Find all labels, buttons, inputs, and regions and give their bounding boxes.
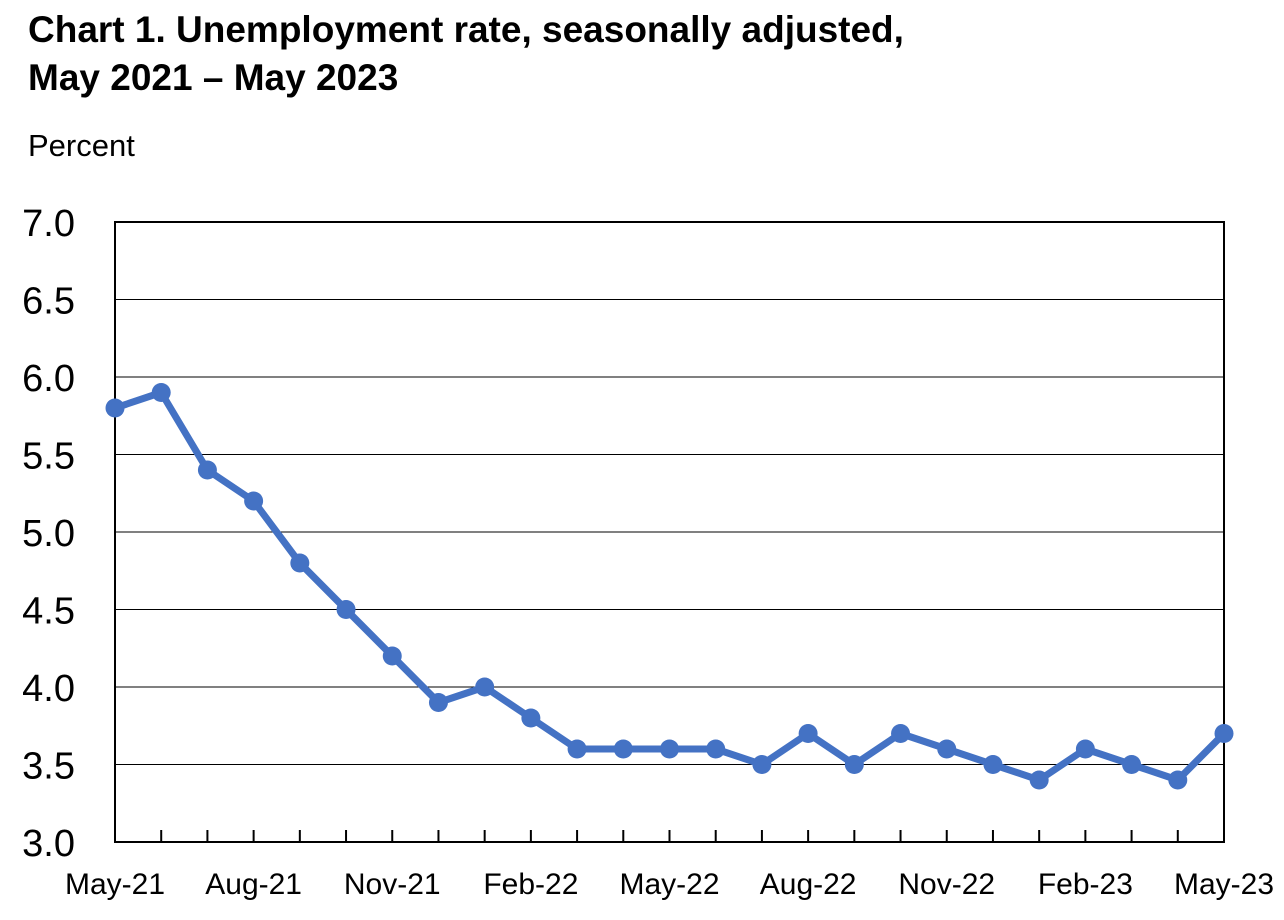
data-point	[336, 600, 356, 619]
data-point	[844, 755, 864, 774]
y-tick-label: 5.0	[22, 513, 75, 555]
data-point	[891, 724, 911, 743]
data-point	[983, 755, 1003, 774]
x-tick-label: May-23	[1174, 868, 1274, 901]
y-axis-ticks: 3.0 3.5 4.0 4.5 5.0 5.5 6.0 6.5 7.0	[22, 203, 75, 865]
x-tick-label: Nov-21	[344, 868, 441, 901]
data-point	[290, 553, 310, 573]
data-point	[613, 739, 633, 759]
data-point	[151, 383, 171, 402]
data-point	[197, 460, 217, 480]
data-point	[567, 739, 587, 759]
data-point	[752, 755, 772, 774]
data-point	[382, 646, 402, 666]
y-tick-label: 3.5	[22, 746, 75, 788]
y-tick-label: 7.0	[22, 203, 75, 245]
data-point	[105, 398, 125, 418]
y-tick-label: 3.0	[22, 823, 75, 865]
x-tick-label: Nov-22	[898, 868, 995, 901]
data-point	[660, 739, 679, 759]
data-point	[706, 739, 726, 759]
data-point	[1168, 770, 1188, 790]
series-line	[111, 389, 1228, 784]
data-point	[244, 491, 264, 511]
y-axis-label: Percent	[28, 128, 135, 163]
data-point	[937, 739, 957, 759]
series-unemployment-rate	[105, 383, 1234, 790]
x-axis-ticks: May-21 Aug-21 Nov-21 Feb-22 May-22 Aug-22 Nov-…	[65, 830, 1274, 901]
gridlines	[115, 299, 1224, 765]
y-tick-label: 6.0	[22, 358, 75, 400]
data-point	[1029, 770, 1049, 790]
x-tick-label: Feb-22	[483, 868, 578, 901]
data-point	[798, 724, 818, 743]
y-tick-label: 5.5	[22, 436, 75, 478]
x-tick-label: Aug-21	[205, 868, 302, 901]
data-point	[428, 693, 448, 712]
data-point	[475, 677, 495, 697]
y-tick-label: 4.0	[22, 668, 75, 710]
chart-title-line-1: Chart 1. Unemployment rate, seasonally a…	[28, 9, 904, 50]
data-point	[1075, 739, 1095, 759]
x-tick-label: May-22	[619, 868, 719, 901]
y-tick-label: 4.5	[22, 591, 75, 633]
y-tick-label: 6.5	[22, 281, 75, 323]
data-point	[1122, 755, 1142, 774]
x-tick-label: Aug-22	[760, 868, 857, 901]
x-tick-label: May-21	[65, 868, 165, 901]
data-point	[1214, 724, 1234, 743]
chart-title-line-2: May 2021 – May 2023	[28, 57, 399, 98]
x-tick-label: Feb-23	[1038, 868, 1133, 901]
data-point	[521, 708, 541, 728]
chart-title: Chart 1. Unemployment rate, seasonally a…	[28, 6, 904, 102]
